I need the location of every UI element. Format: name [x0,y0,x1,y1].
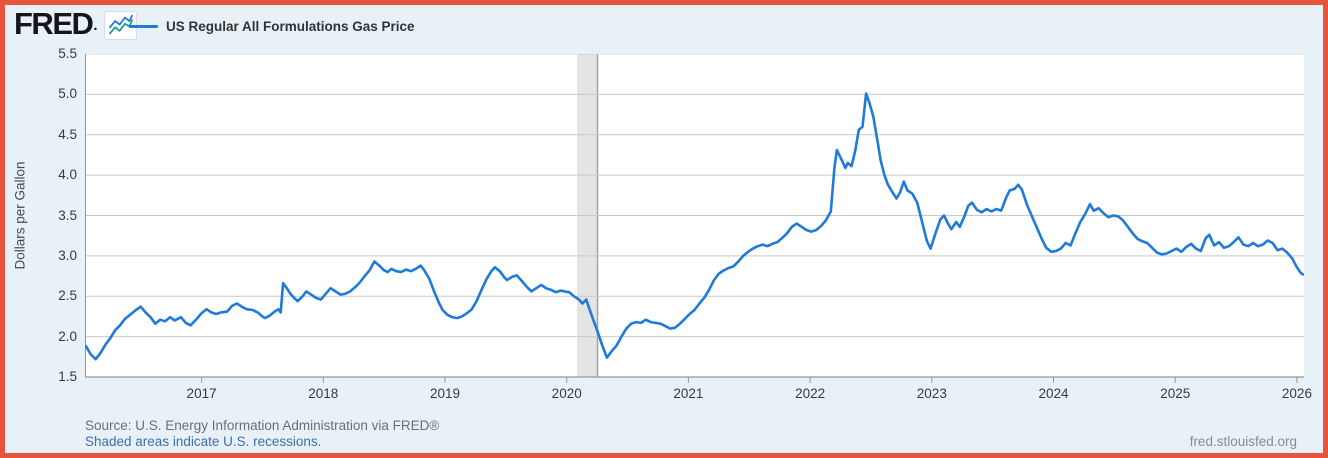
y-tick-label: 2.5 [58,288,77,304]
legend-line-swatch [129,25,158,28]
y-tick-label: 2.0 [58,328,77,344]
fred-logo-link[interactable]: FRED. [14,7,137,41]
y-tick-label: 1.5 [58,369,77,384]
fred-site-link[interactable]: fred.stlouisfed.org [1189,434,1297,449]
x-tick-label: 2022 [795,386,826,401]
x-tick-label: 2021 [673,386,704,401]
y-tick-label: 3.5 [58,207,77,223]
series-legend: US Regular All Formulations Gas Price [129,19,415,34]
x-tick-label: 2017 [186,386,217,401]
fred-logo-mark: . [93,17,98,34]
y-tick-label: 3.0 [58,247,77,263]
y-tick-label: 5.0 [58,86,77,102]
x-tick-label: 2019 [429,386,461,401]
x-tick-label: 2026 [1281,386,1312,401]
y-tick-label: 4.5 [58,126,77,142]
x-tick-label: 2018 [308,386,339,401]
series-line [84,92,1305,361]
x-tick-label: 2025 [1160,386,1191,401]
legend-series-label: US Regular All Formulations Gas Price [166,19,415,34]
fred-logo: FRED. [14,6,98,41]
plot-area[interactable] [84,53,1305,385]
y-tick-label: 5.5 [58,46,77,61]
recession-note-link[interactable]: Shaded areas indicate U.S. recessions. [85,434,322,449]
x-tick-label: 2020 [551,386,582,401]
x-tick-label: 2024 [1038,386,1069,401]
y-tick-label: 4.0 [58,167,77,183]
x-tick-label: 2023 [916,386,947,401]
footer-source-text: Source: U.S. Energy Information Administ… [85,418,440,433]
